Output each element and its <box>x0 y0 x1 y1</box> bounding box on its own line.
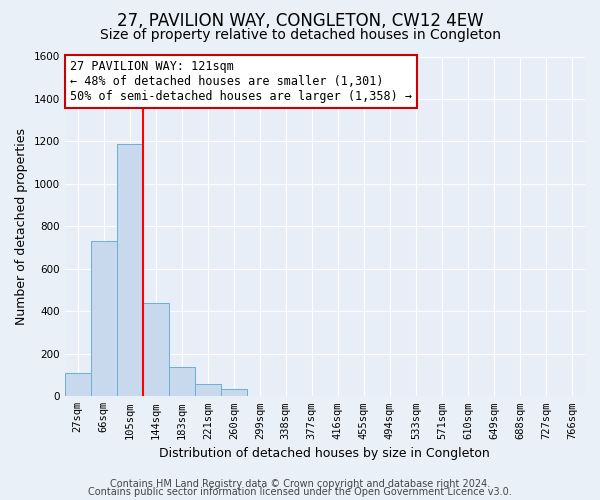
X-axis label: Distribution of detached houses by size in Congleton: Distribution of detached houses by size … <box>160 447 490 460</box>
Bar <box>91 242 116 396</box>
Bar <box>143 303 169 396</box>
Text: 27 PAVILION WAY: 121sqm
← 48% of detached houses are smaller (1,301)
50% of semi: 27 PAVILION WAY: 121sqm ← 48% of detache… <box>70 60 412 103</box>
Text: 27, PAVILION WAY, CONGLETON, CW12 4EW: 27, PAVILION WAY, CONGLETON, CW12 4EW <box>116 12 484 30</box>
Y-axis label: Number of detached properties: Number of detached properties <box>15 128 28 325</box>
Text: Contains public sector information licensed under the Open Government Licence v3: Contains public sector information licen… <box>88 487 512 497</box>
Text: Contains HM Land Registry data © Crown copyright and database right 2024.: Contains HM Land Registry data © Crown c… <box>110 479 490 489</box>
Bar <box>221 389 247 396</box>
Bar <box>195 384 221 396</box>
Bar <box>169 366 195 396</box>
Bar <box>65 373 91 396</box>
Text: Size of property relative to detached houses in Congleton: Size of property relative to detached ho… <box>100 28 500 42</box>
Bar <box>117 144 143 396</box>
